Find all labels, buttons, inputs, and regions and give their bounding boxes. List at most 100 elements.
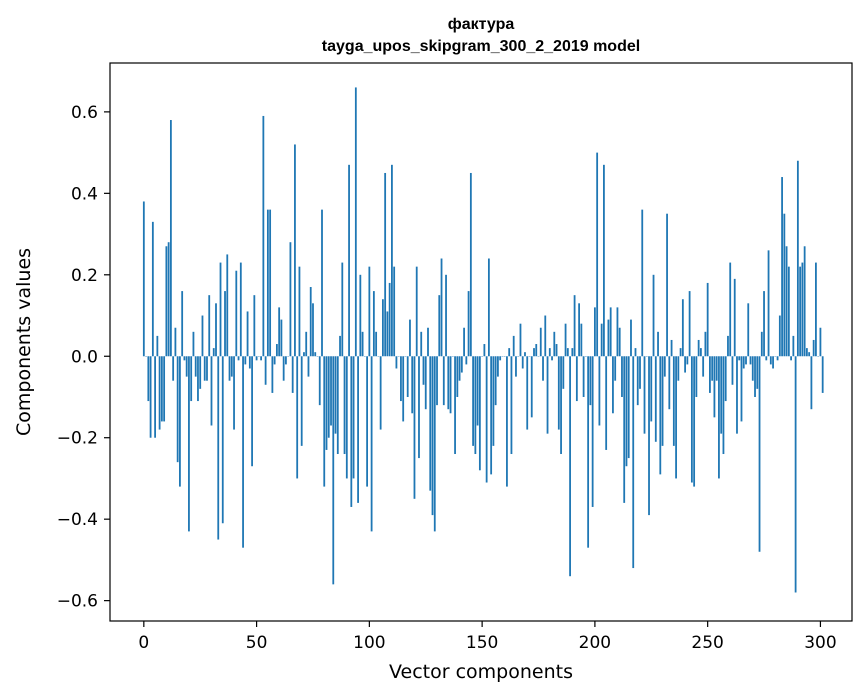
bar-92: [350, 356, 353, 507]
bar-153: [487, 258, 490, 357]
bar-87: [339, 335, 341, 357]
bar-156: [494, 356, 497, 406]
bar-109: [388, 282, 391, 357]
bar-111: [393, 266, 396, 357]
bar-177: [542, 356, 544, 381]
bar-84: [332, 356, 335, 585]
bar-298: [815, 262, 817, 357]
bar-220: [639, 356, 641, 389]
bar-181: [551, 356, 553, 361]
bar-94: [354, 87, 357, 357]
bar-288: [792, 335, 795, 357]
bar-142: [463, 327, 465, 357]
bar-216: [630, 319, 632, 357]
bar-7: [158, 356, 161, 430]
bar-147: [474, 356, 477, 455]
x-axis-label: Vector components: [389, 661, 573, 683]
bar-124: [422, 356, 425, 385]
bar-264: [738, 356, 741, 361]
bar-152: [485, 356, 488, 483]
bar-100: [368, 266, 371, 357]
bar-279: [772, 356, 774, 369]
bar-217: [632, 356, 635, 569]
bar-61: [280, 319, 283, 357]
bar-250: [706, 282, 709, 357]
bar-41: [235, 270, 238, 357]
bar-247: [699, 348, 702, 357]
bar-234: [670, 339, 673, 357]
bar-11: [167, 242, 170, 357]
bar-154: [490, 356, 493, 475]
bar-26: [201, 315, 204, 357]
bar-203: [600, 323, 603, 357]
bar-126: [427, 327, 429, 357]
bar-151: [483, 344, 486, 357]
bar-106: [381, 299, 384, 357]
bar-283: [781, 177, 783, 357]
bar-282: [778, 315, 781, 357]
bar-228: [657, 331, 659, 357]
bar-19: [185, 356, 188, 377]
bar-88: [341, 262, 344, 357]
y-tick-label-3: 0.0: [71, 347, 98, 367]
bar-75: [312, 303, 314, 357]
bar-81: [325, 356, 328, 450]
bar-184: [557, 356, 560, 430]
bar-170: [526, 356, 529, 430]
bar-229: [659, 356, 662, 475]
bar-236: [675, 356, 677, 479]
bar-62: [282, 356, 285, 381]
bar-281: [776, 356, 779, 361]
bar-292: [801, 262, 804, 357]
bar-134: [445, 274, 447, 357]
bar-255: [718, 356, 720, 479]
bar-182: [553, 331, 556, 357]
bar-34: [219, 262, 222, 357]
bar-24: [197, 356, 199, 402]
bar-187: [564, 323, 567, 357]
bar-227: [654, 356, 657, 442]
bar-202: [598, 356, 601, 426]
bar-73: [307, 356, 310, 377]
bar-133: [442, 356, 445, 406]
chart-subtitle: tayga_upos_skipgram_300_2_2019 model: [322, 38, 640, 55]
bar-158: [499, 356, 502, 361]
bar-249: [704, 331, 707, 357]
bar-259: [727, 335, 729, 357]
x-tick-label-0: 0: [138, 633, 149, 653]
bar-190: [571, 348, 574, 357]
x-axis-ticks: 0 50 100 150 200 250 300: [138, 621, 837, 653]
bar-135: [447, 356, 450, 410]
bar-194: [580, 323, 583, 357]
bar-83: [330, 356, 332, 426]
bar-169: [524, 352, 526, 357]
bar-110: [391, 164, 393, 357]
bar-245: [695, 356, 698, 397]
bar-174: [535, 344, 538, 357]
bar-121: [415, 266, 418, 357]
bar-5: [154, 356, 156, 438]
bar-65: [289, 242, 292, 357]
bar-240: [684, 356, 686, 373]
bar-71: [303, 352, 305, 357]
bar-123: [420, 331, 423, 357]
bar-267: [745, 356, 747, 365]
bar-241: [686, 356, 689, 365]
bar-128: [431, 356, 434, 516]
bar-195: [582, 356, 585, 397]
bar-144: [467, 291, 470, 357]
bar-268: [747, 303, 750, 357]
bar-263: [736, 356, 738, 434]
bar-6: [156, 335, 159, 357]
bar-162: [508, 348, 511, 357]
bar-91: [348, 164, 350, 357]
bar-239: [681, 299, 684, 357]
bar-130: [436, 356, 438, 406]
bar-13: [172, 356, 175, 381]
bar-148: [476, 356, 479, 426]
bar-99: [366, 356, 368, 487]
bar-32: [215, 303, 217, 357]
bar-45: [244, 356, 247, 365]
bar-192: [575, 356, 578, 402]
